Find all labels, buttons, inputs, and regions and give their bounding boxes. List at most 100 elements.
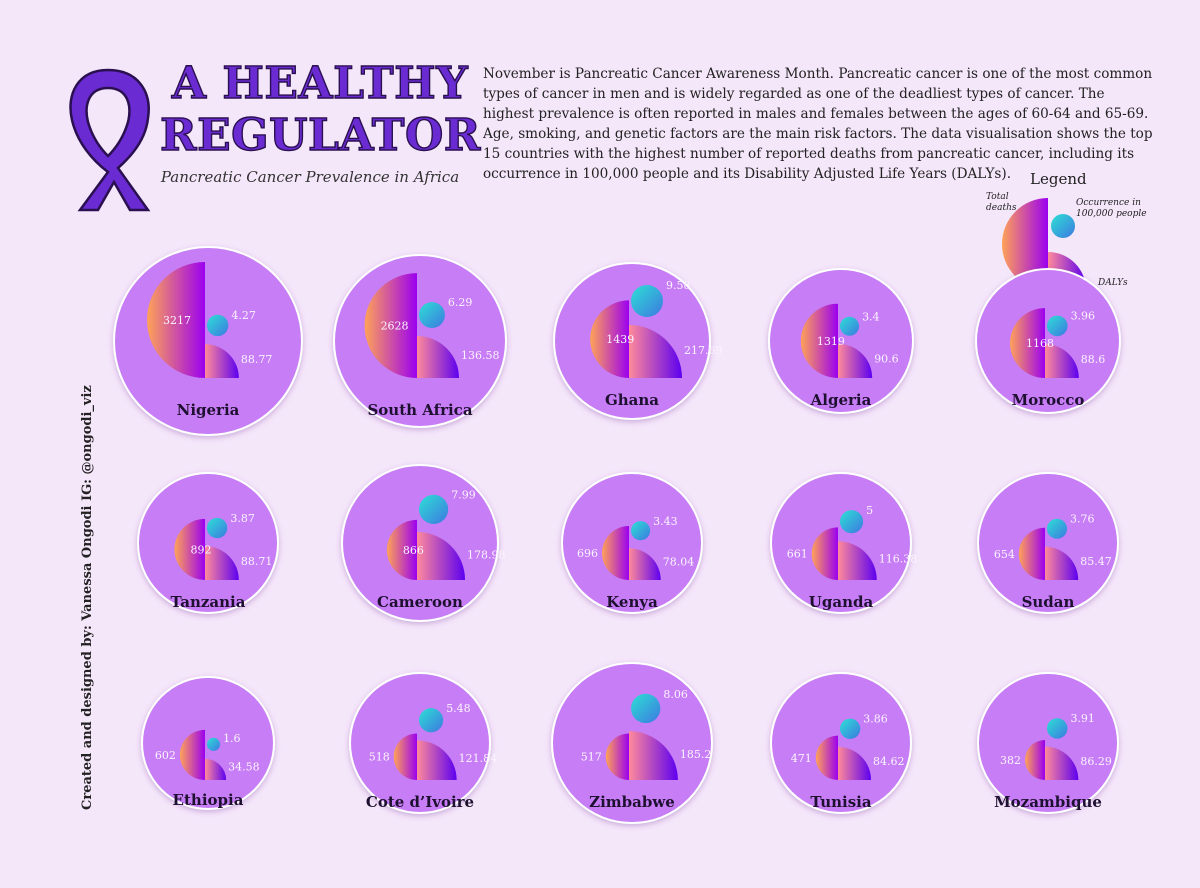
deaths-mark (386, 519, 417, 580)
page-title: A HEALTHY REGULATOR (159, 57, 481, 162)
country-label: Tanzania (171, 593, 246, 611)
occurrence-mark (1047, 315, 1068, 337)
dalys-label: 78.04 (663, 556, 695, 569)
country-label: Ghana (605, 391, 659, 409)
country-cell: 602 1.6 34.58 Ethiopia (141, 676, 275, 810)
country-label: Mozambique (994, 793, 1102, 811)
country-bubble (768, 268, 914, 414)
occurrence-mark (207, 517, 228, 539)
deaths-mark (393, 733, 417, 780)
dalys-mark (838, 746, 872, 780)
deaths-label: 517 (581, 751, 602, 764)
deaths-label: 1439 (606, 333, 634, 346)
country-label: Cote d’Ivoire (366, 793, 474, 811)
country-label: Cameroon (377, 593, 463, 611)
country-label: Uganda (809, 593, 874, 611)
deaths-mark (147, 262, 205, 378)
deaths-mark (800, 303, 838, 378)
deaths-label: 1319 (817, 335, 845, 348)
deaths-label: 661 (787, 548, 808, 561)
occurrence-label: 5 (866, 504, 873, 517)
occurrence-mark (631, 693, 661, 724)
deaths-label: 602 (155, 749, 176, 762)
country-label: Tunisia (810, 793, 871, 811)
dalys-mark (417, 531, 466, 580)
dalys-label: 90.6 (874, 353, 899, 366)
occurrence-mark (1047, 518, 1068, 539)
legend-label-deaths: Total deaths (986, 192, 1017, 213)
occurrence-mark (419, 494, 449, 524)
country-bubble (975, 268, 1121, 414)
country-cell: 517 8.06 185.2 Zimbabwe (551, 662, 713, 824)
deaths-mark (1025, 740, 1045, 780)
dalys-label: 121.84 (459, 752, 498, 765)
deaths-mark (590, 300, 629, 378)
country-cell: 1439 9.58 217.69 Ghana (553, 262, 723, 420)
occurrence-label: 5.48 (446, 702, 471, 715)
dalys-label: 88.77 (241, 353, 273, 366)
country-label: Kenya (606, 593, 658, 611)
dalys-label: 217.69 (684, 344, 723, 357)
page-subtitle: Pancreatic Cancer Prevalence in Africa (160, 168, 460, 186)
deaths-label: 382 (1000, 754, 1021, 767)
country-bubble (137, 472, 279, 614)
deaths-mark (174, 518, 205, 580)
dalys-label: 88.71 (241, 555, 273, 568)
country-cell: 866 7.99 178.98 Cameroon (341, 464, 506, 622)
country-bubble (770, 672, 912, 814)
legend-deaths-mark (1002, 198, 1048, 290)
occurrence-mark (840, 316, 860, 336)
dalys-label: 88.6 (1081, 353, 1106, 366)
dalys-mark (417, 336, 459, 378)
country-label: South Africa (367, 401, 472, 419)
deaths-mark (1010, 308, 1045, 378)
country-label: Zimbabwe (589, 793, 675, 811)
dalys-mark (1045, 344, 1079, 378)
occurrence-label: 3.96 (1071, 310, 1096, 323)
legend-occurrence-mark (1051, 214, 1075, 238)
occurrence-mark (207, 737, 221, 751)
country-bubble (977, 672, 1119, 814)
dalys-mark (1045, 546, 1079, 580)
occurrence-label: 3.4 (862, 311, 880, 324)
country-label: Algeria (810, 391, 872, 409)
occurrence-label: 3.86 (863, 713, 888, 726)
deaths-label: 2628 (381, 320, 409, 333)
dalys-label: 136.58 (461, 349, 500, 362)
occurrence-mark (631, 285, 663, 317)
country-cell: 654 3.76 85.47 Sudan (977, 472, 1119, 614)
occurrence-label: 3.91 (1070, 712, 1095, 725)
deaths-mark (605, 733, 629, 780)
country-cell: 1168 3.96 88.6 Morocco (975, 268, 1121, 414)
deaths-label: 1168 (1026, 337, 1054, 350)
dalys-mark (417, 740, 457, 780)
occurrence-label: 3.87 (230, 512, 255, 525)
occurrence-label: 6.29 (448, 296, 473, 309)
occurrence-mark (840, 718, 861, 739)
occurrence-label: 4.27 (231, 309, 256, 322)
deaths-mark (364, 273, 417, 378)
deaths-label: 3217 (163, 314, 191, 327)
country-cell: 1319 3.4 90.6 Algeria (768, 268, 914, 414)
legend-label-dalys: DALYs (1098, 278, 1128, 288)
occurrence-mark (419, 302, 445, 329)
country-cell: 3217 4.27 88.77 Nigeria (113, 246, 303, 436)
occurrence-label: 3.43 (653, 515, 678, 528)
deaths-mark (815, 735, 838, 780)
dalys-mark (629, 731, 678, 780)
country-cell: 892 3.87 88.71 Tanzania (137, 472, 279, 614)
country-label: Ethiopia (173, 791, 244, 809)
title-line-1: A HEALTHY (171, 57, 469, 109)
dalys-mark (205, 758, 227, 780)
occurrence-label: 7.99 (451, 489, 476, 502)
occurrence-label: 9.58 (666, 279, 691, 292)
dalys-mark (629, 325, 682, 378)
occurrence-label: 3.76 (1070, 513, 1095, 526)
country-bubble (561, 472, 703, 614)
deaths-mark (179, 729, 205, 780)
deaths-label: 471 (791, 752, 812, 765)
deaths-mark (1018, 527, 1045, 580)
dalys-label: 185.2 (680, 748, 712, 761)
deaths-label: 518 (369, 751, 390, 764)
